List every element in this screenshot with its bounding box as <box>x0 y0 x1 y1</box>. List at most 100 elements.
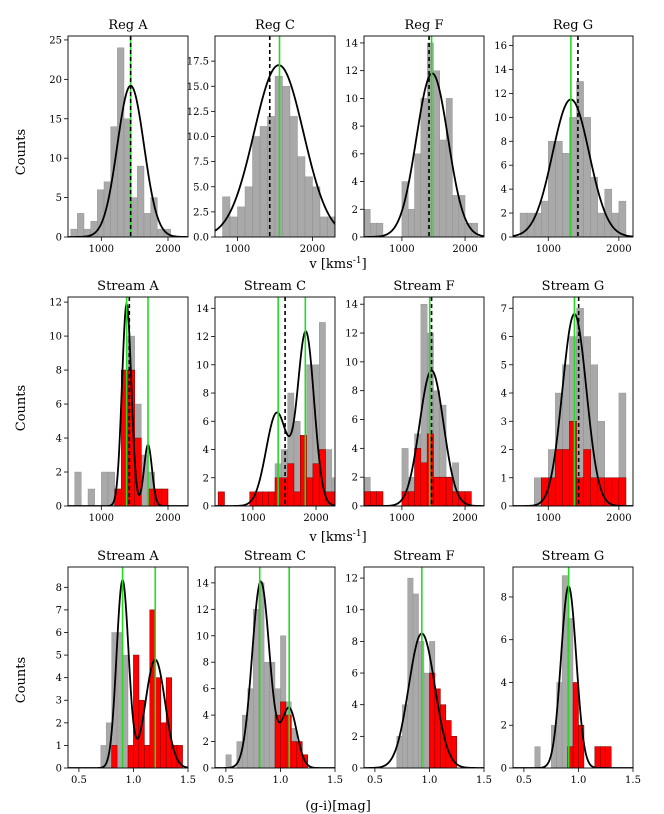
y-tick-label: 2 <box>352 473 358 484</box>
panel-frame <box>214 296 336 507</box>
gray-bar <box>77 213 85 237</box>
red-bar <box>312 463 320 506</box>
red-bar <box>611 477 620 506</box>
red-bar <box>429 672 436 768</box>
x-tick-label: 0.5 <box>516 775 532 786</box>
x-tick-label: 1.0 <box>422 775 438 786</box>
y-tick-label: 2 <box>56 468 62 479</box>
y-tick-label: 0 <box>501 233 507 244</box>
gray-bar <box>433 70 440 237</box>
panel-title: Reg A <box>108 18 148 33</box>
red-bar <box>255 491 263 506</box>
x-tick-label: 1000 <box>536 244 561 255</box>
gray-bar <box>534 746 541 768</box>
gray-bar <box>414 153 422 237</box>
gray-bar <box>364 209 371 237</box>
panel-frame <box>363 35 485 238</box>
x-tick-label: 2000 <box>452 244 477 255</box>
y-tick-label: 6 <box>352 415 358 426</box>
red-bar <box>287 463 295 506</box>
x-tick-label: 2000 <box>300 244 325 255</box>
y-tick-label: 8 <box>501 137 507 148</box>
y-tick-label: 2 <box>501 209 507 220</box>
histogram-panel: Stream A 1000 2000 0 2 4 6 8 10 12 <box>49 279 189 524</box>
gray-bar <box>426 42 434 237</box>
gray-bar <box>370 222 377 237</box>
histogram-panel: Stream C 0.5 1.0 1.5 0 2 4 6 8 10 12 14 <box>196 549 343 786</box>
gray-bar <box>282 86 291 237</box>
y-tick-label: 2.5 <box>193 207 209 218</box>
y-tick-label: 5 <box>56 193 62 204</box>
row-xlabel: v [kms-1] <box>308 256 366 272</box>
red-bar <box>407 491 415 506</box>
y-tick-label: 5.0 <box>193 182 209 193</box>
y-tick-label: 12.5 <box>187 107 209 118</box>
red-bar <box>555 449 563 506</box>
x-tick-label: 1000 <box>536 513 561 524</box>
y-tick-label: 10 <box>49 332 62 343</box>
y-tick-label: 4 <box>56 673 62 684</box>
y-tick-label: 7 <box>501 304 507 315</box>
x-tick-label: 1.5 <box>327 775 343 786</box>
y-tick-label: 10 <box>196 360 209 371</box>
gray-bar <box>412 593 419 768</box>
y-tick-label: 7 <box>56 605 62 616</box>
y-tick-label: 8 <box>56 583 62 594</box>
y-tick-label: 12 <box>345 329 358 340</box>
x-tick-label: 2000 <box>606 244 631 255</box>
y-tick-label: 12 <box>494 89 507 100</box>
y-tick-label: 8 <box>203 389 209 400</box>
red-bar <box>576 477 584 506</box>
y-tick-label: 2 <box>56 718 62 729</box>
plot-area <box>68 297 188 506</box>
y-tick-label: 6 <box>203 417 209 428</box>
panel-title: Reg G <box>553 18 593 33</box>
y-tick-label: 14 <box>345 38 358 49</box>
gray-bar <box>562 153 570 237</box>
y-tick-label: 10 <box>345 605 358 616</box>
gray-bar <box>420 98 428 237</box>
row-xlabel: (g-i)[mag] <box>305 799 371 814</box>
plot-area <box>68 567 188 768</box>
histogram-panel: Reg F 1000 2000 0 2 4 6 8 10 12 14 <box>345 18 485 255</box>
red-bar <box>293 491 301 506</box>
gray-bar <box>312 186 321 237</box>
gray-bar <box>541 200 549 237</box>
panel-frame <box>363 296 485 507</box>
gray-bar <box>116 632 123 768</box>
gray-bar <box>618 200 627 237</box>
y-tick-label: 14 <box>196 578 209 589</box>
y-tick-label: 3 <box>501 417 507 428</box>
gray-bar <box>289 116 298 237</box>
gaussian-fit-curve <box>68 84 188 237</box>
red-bar <box>433 476 441 506</box>
red-bar <box>590 477 598 506</box>
y-tick-label: 3 <box>56 696 62 707</box>
y-tick-label: 6 <box>56 628 62 639</box>
red-bar <box>268 491 276 506</box>
gray-bar <box>423 672 430 768</box>
gray-bar <box>87 488 95 506</box>
gray-bar <box>439 404 447 506</box>
y-tick-label: 8 <box>352 386 358 397</box>
red-bar <box>160 722 167 768</box>
y-tick-label: 0 <box>203 502 209 513</box>
panel-frame <box>67 35 189 238</box>
panel-title: Stream A <box>97 549 159 564</box>
row-xlabel: v [kms-1] <box>308 529 366 545</box>
histogram-panel: Stream F 1000 2000 0 2 4 6 8 10 12 14 <box>345 279 485 524</box>
y-tick-label: 6 <box>352 669 358 680</box>
y-tick-label: 0.0 <box>193 233 209 244</box>
plot-area <box>513 567 633 768</box>
red-bar <box>594 746 601 768</box>
gaussian-fit-curve <box>513 312 633 506</box>
red-bar <box>376 491 384 506</box>
gaussian-fit-curve <box>513 584 633 768</box>
red-bar <box>414 448 422 506</box>
x-tick-label: 2000 <box>155 244 180 255</box>
y-tick-label: 12 <box>196 605 209 616</box>
y-tick-label: 10 <box>196 631 209 642</box>
gray-bar <box>130 197 138 237</box>
plot-area <box>68 36 188 237</box>
y-tick-label: 0 <box>501 502 507 513</box>
